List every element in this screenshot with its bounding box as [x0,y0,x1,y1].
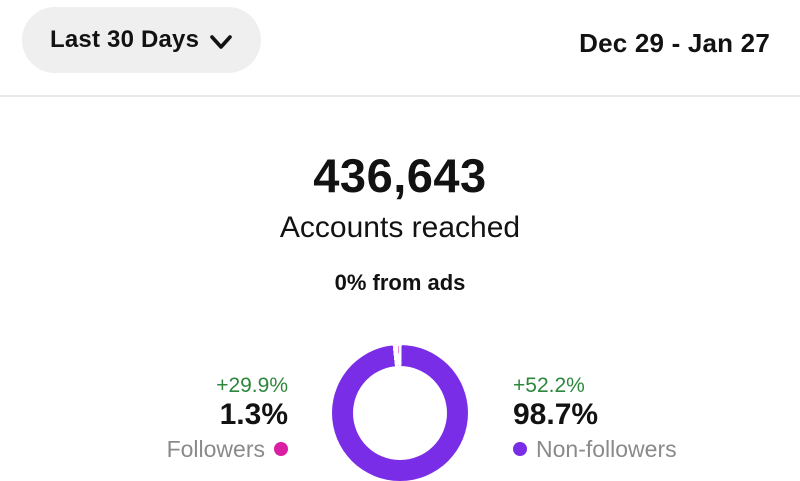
reach-summary: 436,643 Accounts reached 0% from ads [0,150,800,296]
period-selector-label: Last 30 Days [50,26,200,53]
reach-donut-chart [332,345,468,481]
ads-percentage-note: 0% from ads [334,269,466,295]
non-followers-dot-icon [513,442,527,456]
followers-dot-icon [274,442,288,456]
non-followers-change: +52.2% [513,374,585,397]
followers-legend: +29.9% 1.3% Followers [167,373,288,462]
followers-change: +29.9% [216,374,288,397]
period-selector-button[interactable]: Last 30 Days [22,7,262,73]
donut-hole [353,366,447,460]
followers-label: Followers [166,436,265,462]
accounts-reached-value: 436,643 [313,149,487,202]
header-divider [0,95,800,97]
non-followers-label: Non-followers [536,436,677,462]
followers-percent: 1.3% [219,398,288,431]
insights-header: Last 30 Days Dec 29 - Jan 27 [0,0,800,97]
non-followers-percent: 98.7% [513,398,599,431]
accounts-reached-label: Accounts reached [279,210,521,244]
non-followers-legend: +52.2% 98.7% Non-followers [513,373,677,462]
chevron-down-icon [209,33,233,51]
date-range-label: Dec 29 - Jan 27 [579,28,770,58]
